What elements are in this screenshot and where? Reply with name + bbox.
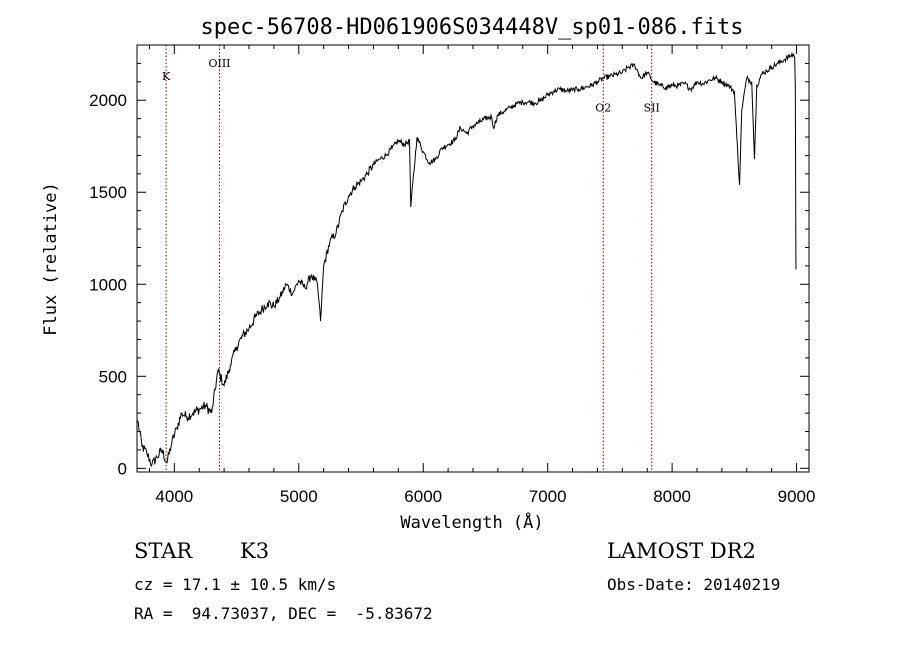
survey-name: LAMOST DR2 (607, 539, 756, 563)
y-tick-label: 1500 (89, 183, 127, 202)
spectrum-line (137, 51, 797, 468)
chart-title: spec-56708-HD061906S034448V_sp01-086.fit… (200, 15, 743, 40)
redshift-readout: cz = 17.1 ± 10.5 km/s (134, 575, 337, 594)
x-tick-label: 8000 (653, 487, 691, 506)
object-type: STAR (134, 539, 193, 563)
x-tick-label: 9000 (778, 487, 816, 506)
coordinates: RA = 94.73037, DEC = -5.83672 (134, 604, 433, 623)
object-subclass: K3 (240, 539, 270, 563)
obs-date: Obs-Date: 20140219 (607, 575, 781, 594)
y-tick-label: 500 (99, 367, 127, 386)
y-tick-label: 0 (118, 459, 127, 478)
x-axis-label: Wavelength (Å) (400, 511, 543, 533)
x-tick-label: 6000 (404, 487, 442, 506)
y-tick-label: 2000 (89, 91, 127, 110)
x-tick-label: 4000 (155, 487, 193, 506)
x-tick-label: 7000 (529, 487, 567, 506)
spectral-line-label: O2 (595, 101, 611, 114)
spectral-line-label: OIII (208, 57, 230, 70)
spectral-line-label: SII (644, 101, 660, 114)
y-axis-ticks: 0 500 1000 1500 2000 (89, 62, 809, 478)
y-axis-label: Flux (relative) (41, 182, 61, 336)
x-axis-ticks: 4000 5000 6000 7000 8000 9000 (148, 45, 816, 506)
x-tick-label: 5000 (280, 487, 318, 506)
y-tick-label: 1000 (89, 275, 127, 294)
spectral-line-label: K (162, 70, 171, 83)
plot-frame (136, 44, 810, 473)
spectral-line-markers: K OIII O2 SII (162, 45, 660, 472)
plot-area (137, 51, 797, 468)
